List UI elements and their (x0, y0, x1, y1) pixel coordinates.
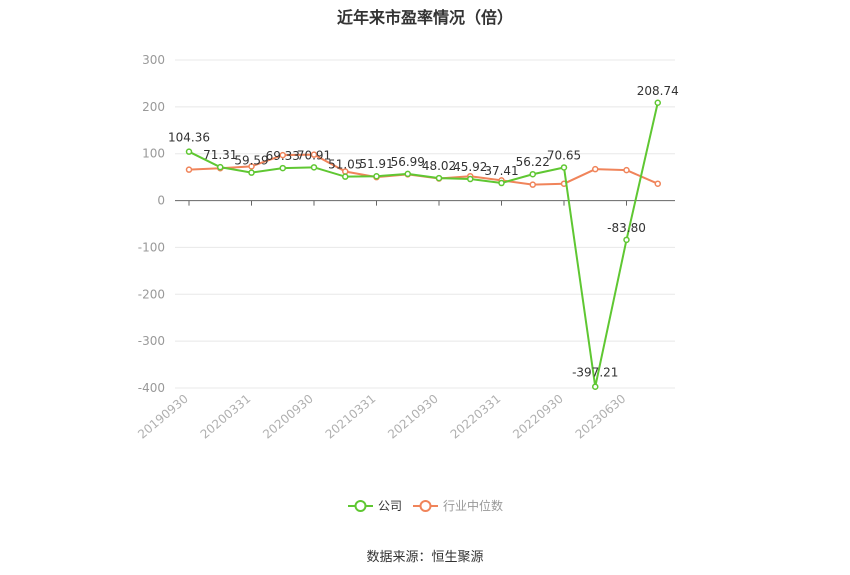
company-point (217, 163, 224, 171)
y-tick-label: -100 (138, 240, 165, 254)
company-point (529, 170, 536, 178)
series (185, 99, 661, 390)
legend-item-industry-median[interactable]: 行业中位数 (413, 498, 503, 513)
company-point (404, 170, 411, 178)
legend-marker-icon (419, 500, 432, 512)
data-label: 59.59 (234, 154, 268, 168)
x-tick-label: 20210331 (323, 392, 379, 442)
company-point (342, 173, 349, 180)
data-label: 71.31 (203, 148, 237, 162)
legend-label: 公司 (378, 499, 402, 513)
y-tick-label: 100 (142, 147, 165, 161)
chart-title: 近年来市盈率情况（倍） (336, 8, 513, 27)
company-point (467, 175, 474, 183)
y-tick-label: -200 (138, 287, 165, 301)
data-label: 104.36 (168, 131, 210, 145)
data-label: 51.05 (328, 158, 362, 172)
y-axis: 300 200 100 0 -100 -200 -300 -400 (138, 53, 165, 395)
grid-lines (175, 59, 675, 389)
industry-median-point (592, 165, 599, 173)
data-label: 56.99 (391, 155, 425, 169)
company-point (279, 164, 286, 172)
data-label: 56.22 (516, 155, 550, 169)
company-point (248, 169, 255, 176)
company-point (623, 236, 630, 244)
company-point (498, 179, 505, 187)
industry-median-point (623, 166, 630, 174)
y-tick-label: -300 (138, 334, 165, 348)
x-tick-label: 20190930 (135, 392, 191, 442)
x-tick-label: 20220930 (510, 392, 566, 442)
company-point (373, 172, 380, 180)
data-label: 70.91 (297, 148, 331, 162)
data-labels: 104.36 71.3159.5969.3370.9151.0551.9156.9… (168, 84, 679, 380)
industry-median-point (248, 163, 255, 170)
data-label: 51.91 (359, 157, 393, 171)
y-tick-label: 300 (142, 53, 165, 67)
x-tick-label: 20220331 (448, 392, 504, 442)
y-tick-label: -400 (138, 381, 165, 395)
y-tick-label: 0 (157, 194, 165, 208)
source-note: 数据来源：恒生聚源 (366, 550, 484, 565)
x-tick-label: 20200930 (260, 392, 316, 442)
industry-median-point (185, 166, 193, 173)
industry-median-point (279, 151, 286, 159)
industry-median-point (654, 180, 661, 187)
industry-median-point (310, 151, 318, 158)
data-label: 48.02 (422, 159, 456, 173)
industry-median-point (529, 181, 536, 188)
x-axis: 20190930 20200331 20200930 20210331 20210930… (135, 200, 675, 442)
legend-label: 行业中位数 (443, 498, 503, 513)
legend[interactable]: 公司 行业中位数 (348, 498, 503, 513)
company-point (560, 164, 568, 171)
data-label: 45.92 (453, 160, 487, 174)
company-point (310, 164, 318, 171)
data-label: 70.65 (547, 148, 581, 162)
data-label: 208.74 (637, 84, 679, 98)
company-point (654, 99, 661, 107)
x-tick-label: 20200331 (198, 392, 254, 442)
company-line (188, 102, 659, 387)
y-tick-label: 200 (142, 100, 165, 114)
data-label: 69.33 (266, 149, 300, 163)
company-point (185, 148, 193, 155)
company-point (435, 174, 443, 182)
data-label: -83.80 (607, 221, 646, 235)
data-label: 37.41 (484, 164, 518, 178)
legend-marker-icon (354, 500, 367, 512)
legend-item-company[interactable]: 公司 (348, 499, 402, 513)
data-label: -397.21 (572, 366, 618, 380)
company-point (592, 383, 599, 390)
x-tick-label: 20230630 (573, 392, 629, 442)
x-tick-label: 20210930 (385, 392, 441, 442)
